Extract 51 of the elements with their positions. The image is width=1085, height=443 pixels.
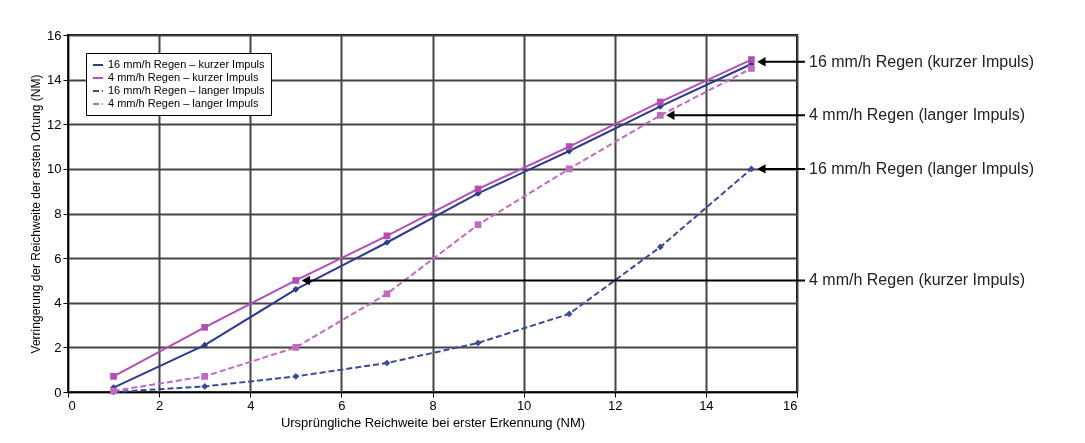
legend-label: 4 mm/h Regen – kurzer Impuls [108, 71, 259, 83]
point [201, 383, 209, 390]
y-tick-label: 10 [47, 161, 62, 177]
point [292, 344, 300, 351]
y-tick-label: 2 [54, 339, 62, 355]
x-tick-label: 10 [516, 397, 532, 413]
point [383, 359, 391, 367]
point [201, 341, 209, 349]
x-tick-label: 14 [699, 397, 714, 413]
point [474, 339, 482, 347]
x-tick-label: 4 [247, 397, 255, 413]
annotation: 4 mm/h Regen (kurzer Impuls) [809, 271, 1026, 289]
point [748, 65, 755, 72]
y-tick-label: 0 [54, 384, 62, 400]
y-tick-label: 12 [47, 116, 62, 132]
y-tick-label: 8 [54, 206, 62, 221]
x-tick-label: 12 [608, 397, 623, 413]
annotation: 16 mm/h Regen (langer Impuls) [809, 159, 1034, 177]
x-tick-label: 6 [338, 397, 346, 413]
y-tick-label: 14 [47, 72, 62, 88]
legend-label: 16 mm/h Regen – kurzer Impuls [108, 58, 266, 70]
point [383, 290, 391, 298]
x-tick-label: 8 [429, 397, 437, 413]
point [474, 221, 482, 229]
legend-label: 4 mm/h Regen – langer Impuls [108, 97, 259, 109]
legend-label: 16 mm/h Regen – langer Impuls [108, 84, 266, 96]
y-tick-label: 4 [54, 295, 62, 311]
point [656, 98, 664, 106]
point [201, 323, 209, 331]
annotation: 16 mm/h Regen (kurzer Impuls) [809, 52, 1034, 70]
point [292, 373, 300, 380]
point [292, 286, 300, 293]
y-tick-label: 6 [54, 250, 62, 266]
point [110, 373, 117, 380]
x-tick-label: 0 [68, 397, 76, 413]
x-tick-label: 16 [783, 397, 798, 413]
x-tick-label: 2 [156, 397, 164, 413]
y-tick-label: 16 [47, 27, 62, 43]
annotation: 4 mm/h Regen (langer Impuls) [809, 106, 1026, 124]
point [565, 165, 573, 173]
point [201, 373, 209, 380]
point [383, 232, 391, 240]
x-axis-title: Ursprüngliche Reichweite bei erster Erkennung (NM) [280, 414, 586, 430]
y-axis-title: Verringerung der Reichweite der ersten Ortung (NM) [29, 74, 44, 354]
point [565, 310, 573, 318]
point [656, 243, 664, 251]
point [748, 165, 755, 173]
point [565, 143, 573, 150]
point [292, 277, 300, 284]
point [748, 56, 755, 63]
point [656, 111, 664, 119]
